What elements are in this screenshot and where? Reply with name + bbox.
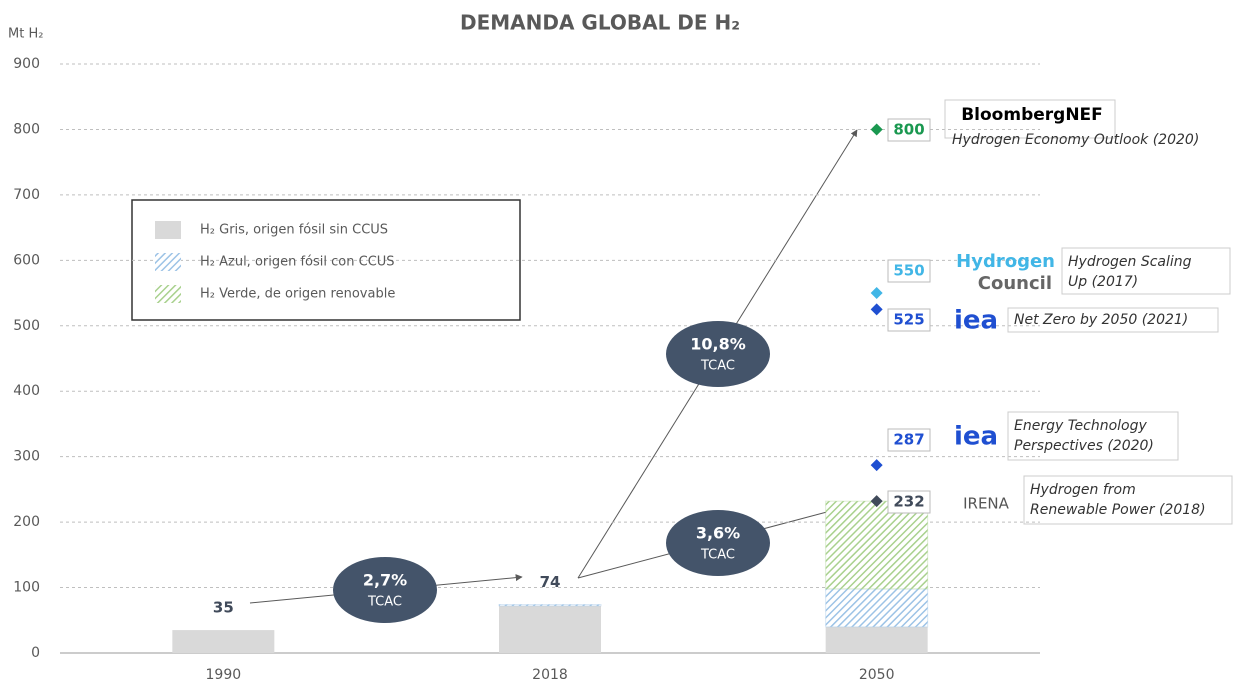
growth-badge xyxy=(333,557,437,623)
source-text: Perspectives (2020) xyxy=(1014,438,1154,454)
total-label: 74 xyxy=(540,573,561,591)
total-label: 35 xyxy=(213,599,234,617)
y-tick-label: 500 xyxy=(13,318,40,334)
bar-segment xyxy=(825,626,928,653)
scenario-point xyxy=(870,287,883,300)
y-tick-label: 700 xyxy=(13,187,40,203)
x-tick-label: 1990 xyxy=(206,667,242,683)
value-box xyxy=(887,118,931,142)
y-axis-label: Mt H₂ xyxy=(8,27,43,42)
y-tick-label: 600 xyxy=(13,252,40,268)
source-logo: iea xyxy=(954,306,998,336)
growth-rate: 10,8% xyxy=(690,335,746,354)
y-tick-label: 300 xyxy=(13,449,40,465)
bar-segment xyxy=(825,588,929,628)
y-tick-label: 0 xyxy=(31,645,40,661)
bar-segment xyxy=(498,604,602,607)
value-label: 550 xyxy=(893,262,924,280)
y-tick-label: 100 xyxy=(13,580,40,596)
legend-label: H₂ Verde, de origen renovable xyxy=(200,287,395,302)
growth-badge xyxy=(666,321,770,387)
legend-swatch xyxy=(155,221,181,239)
growth-label: TCAC xyxy=(367,595,402,610)
source-text: Hydrogen from xyxy=(1030,482,1136,498)
value-label: 287 xyxy=(893,431,924,449)
y-tick-label: 400 xyxy=(13,383,40,399)
value-box xyxy=(887,259,931,283)
source-logo: iea xyxy=(954,422,998,452)
value-box xyxy=(887,308,931,332)
source-box xyxy=(1007,307,1219,333)
value-box xyxy=(887,490,931,514)
legend-swatch xyxy=(155,285,181,303)
source-text: Renewable Power (2018) xyxy=(1030,502,1206,518)
legend-swatch xyxy=(155,253,181,271)
source-text: Up (2017) xyxy=(1068,274,1138,290)
value-label: 800 xyxy=(893,121,924,139)
x-tick-label: 2050 xyxy=(859,667,895,683)
source-text: Energy Technology xyxy=(1014,418,1147,434)
y-tick-label: 900 xyxy=(13,56,40,72)
scenario-point xyxy=(870,459,883,472)
source-box xyxy=(1061,247,1231,295)
source-text: Hydrogen Scaling xyxy=(1068,254,1192,270)
bar-segment xyxy=(499,605,601,653)
x-tick-label: 2018 xyxy=(532,667,568,683)
source-logo: IRENA xyxy=(963,495,1010,513)
growth-label: TCAC xyxy=(700,548,735,563)
source-box xyxy=(1023,475,1233,525)
scenario-point xyxy=(870,303,883,316)
scenario-point xyxy=(870,495,883,508)
bar-segment xyxy=(172,630,275,653)
source-box xyxy=(1007,411,1179,461)
source-logo: BloombergNEF xyxy=(961,105,1103,125)
bar-segment xyxy=(825,500,929,590)
legend-label: H₂ Gris, origen fósil sin CCUS xyxy=(200,223,388,238)
source-logo: Hydrogen xyxy=(956,251,1055,272)
legend-label: H₂ Azul, origen fósil con CCUS xyxy=(200,255,395,270)
value-label: 525 xyxy=(893,311,924,329)
scenario-point xyxy=(870,123,883,136)
growth-badge xyxy=(666,510,770,576)
chart-title: DEMANDA GLOBAL DE H₂ xyxy=(460,11,740,35)
growth-rate: 3,6% xyxy=(696,524,740,543)
source-box xyxy=(944,99,1116,139)
y-tick-label: 200 xyxy=(13,514,40,530)
source-text: Hydrogen Economy Outlook (2020) xyxy=(952,132,1199,148)
value-label: 232 xyxy=(893,493,924,511)
y-tick-label: 800 xyxy=(13,121,40,137)
value-box xyxy=(887,428,931,452)
source-text: Net Zero by 2050 (2021) xyxy=(1014,312,1188,328)
growth-label: TCAC xyxy=(700,359,735,374)
growth-rate: 2,7% xyxy=(363,571,407,590)
source-logo: Council xyxy=(978,273,1052,294)
